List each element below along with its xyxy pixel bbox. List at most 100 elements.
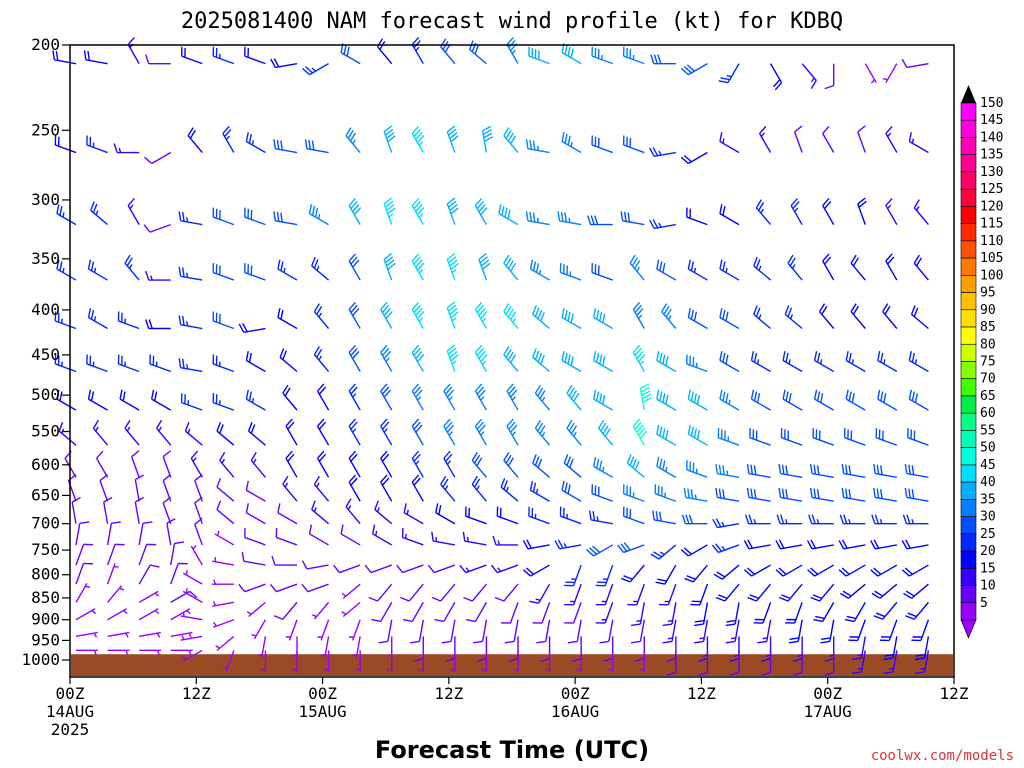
colorbar-label: 55 bbox=[980, 423, 996, 438]
barb-staff bbox=[671, 619, 677, 642]
barb-staff bbox=[497, 564, 519, 574]
wind-barb bbox=[219, 452, 235, 478]
barb-feather bbox=[384, 200, 394, 208]
barb-feather bbox=[311, 205, 316, 216]
wind-barb bbox=[250, 452, 266, 478]
barb-staff bbox=[629, 564, 645, 583]
wind-barb bbox=[824, 63, 835, 90]
barb-feather bbox=[505, 257, 512, 267]
barb-staff bbox=[340, 533, 361, 546]
barb-staff bbox=[780, 496, 803, 502]
wind-barb bbox=[246, 601, 266, 618]
barb-feather bbox=[540, 355, 545, 365]
barb-staff bbox=[435, 512, 456, 525]
wind-barb bbox=[450, 650, 456, 673]
barb-half-feather bbox=[156, 650, 160, 656]
wind-barb bbox=[75, 562, 94, 585]
wind-barb bbox=[841, 464, 866, 479]
barb-feather bbox=[480, 310, 488, 320]
barb-feather bbox=[301, 560, 308, 570]
barb-feather bbox=[529, 139, 533, 150]
barb-half-feather bbox=[756, 359, 760, 365]
wind-barb bbox=[622, 46, 645, 65]
barb-feather bbox=[345, 127, 352, 137]
colorbar-swatch bbox=[960, 240, 977, 259]
wind-barb bbox=[749, 428, 771, 446]
barb-half-feather bbox=[188, 632, 192, 638]
barb-feather bbox=[443, 418, 451, 427]
colorbar-label: 45 bbox=[980, 458, 996, 473]
wind-barb bbox=[630, 619, 645, 644]
barb-feather bbox=[446, 125, 456, 133]
barb-staff bbox=[857, 619, 866, 641]
wind-barb bbox=[681, 514, 708, 525]
wind-barb bbox=[245, 503, 266, 525]
barb-feather bbox=[884, 305, 891, 315]
wind-barb bbox=[903, 583, 929, 599]
barb-feather bbox=[371, 524, 376, 535]
wind-barb bbox=[788, 619, 803, 644]
barb-half-feather bbox=[535, 598, 541, 601]
wind-barb bbox=[138, 590, 160, 603]
wind-barb bbox=[719, 259, 740, 281]
barb-staff bbox=[162, 502, 172, 524]
barb-staff bbox=[850, 311, 866, 329]
barb-feather bbox=[568, 387, 575, 397]
wind-barb bbox=[528, 46, 550, 65]
barb-feather bbox=[313, 303, 320, 313]
wind-barb bbox=[725, 602, 740, 627]
barb-half-feather bbox=[563, 543, 567, 548]
barb-feather bbox=[627, 212, 631, 223]
barb-feather bbox=[694, 619, 705, 623]
barb-staff bbox=[503, 460, 519, 478]
barb-feather bbox=[851, 393, 855, 403]
barb-staff bbox=[506, 390, 519, 411]
barb-feather bbox=[659, 352, 663, 363]
wind-barb bbox=[212, 263, 235, 281]
wind-barb bbox=[396, 564, 424, 574]
wind-barb bbox=[790, 197, 803, 225]
barb-half-feather bbox=[123, 609, 128, 615]
barb-feather bbox=[505, 305, 512, 315]
barb-feather bbox=[348, 474, 356, 483]
wind-barb bbox=[591, 135, 613, 154]
barb-feather bbox=[280, 140, 283, 151]
wind-barb bbox=[525, 211, 550, 226]
barb-feather bbox=[525, 211, 529, 221]
wind-barb bbox=[522, 539, 550, 550]
barb-staff bbox=[790, 205, 803, 225]
wind-barb bbox=[503, 452, 519, 478]
x-tick-label: 00Z bbox=[56, 684, 85, 703]
barb-feather bbox=[162, 450, 172, 458]
barb-staff bbox=[845, 564, 866, 577]
barb-feather bbox=[566, 456, 572, 466]
barb-feather bbox=[908, 351, 912, 361]
barb-staff bbox=[702, 602, 709, 625]
colorbar-label: 140 bbox=[980, 130, 1003, 145]
barb-half-feather bbox=[915, 206, 920, 211]
barb-half-feather bbox=[93, 267, 97, 273]
barb-feather bbox=[571, 657, 582, 663]
wind-barb bbox=[279, 348, 298, 373]
barb-feather bbox=[652, 510, 655, 520]
wind-barb bbox=[822, 197, 835, 225]
barb-feather bbox=[386, 204, 395, 212]
barb-feather bbox=[844, 464, 848, 475]
barb-feather bbox=[726, 619, 736, 623]
wind-barb bbox=[245, 351, 266, 373]
barb-staff bbox=[374, 509, 393, 525]
barb-feather bbox=[473, 454, 481, 464]
barb-feather bbox=[311, 500, 316, 510]
barb-feather bbox=[87, 50, 91, 61]
wind-barb bbox=[503, 346, 519, 372]
barb-feather bbox=[640, 386, 650, 393]
barb-staff bbox=[411, 133, 424, 153]
wind-barb bbox=[145, 54, 171, 65]
wind-barb bbox=[312, 601, 330, 620]
barb-feather bbox=[150, 564, 160, 568]
barb-feather bbox=[446, 344, 456, 352]
wind-barb bbox=[851, 636, 866, 661]
barb-feather bbox=[273, 615, 284, 620]
barb-half-feather bbox=[568, 217, 571, 223]
barb-half-feather bbox=[185, 570, 188, 576]
